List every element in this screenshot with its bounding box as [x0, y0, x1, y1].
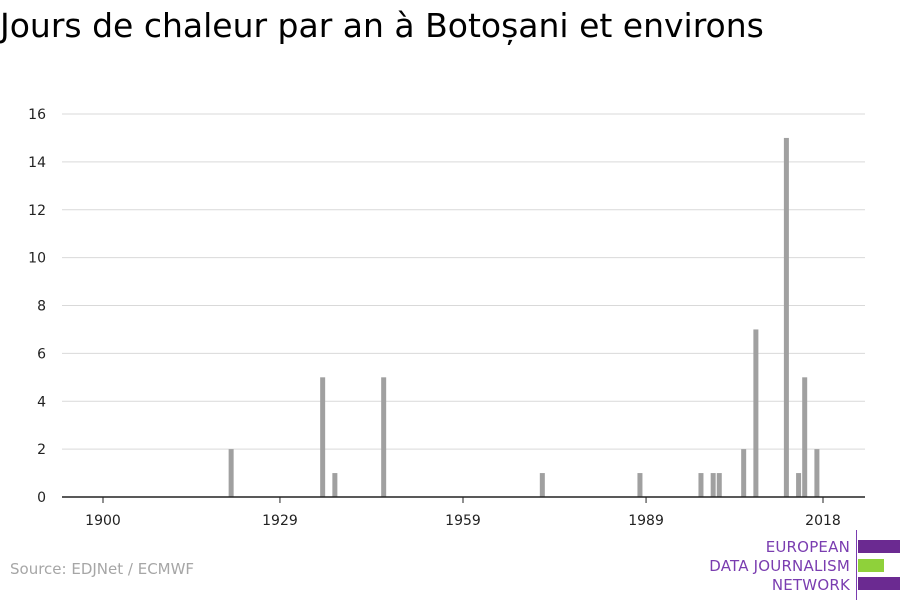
logo-text: EUROPEAN DATA JOURNALISM NETWORK [709, 538, 850, 595]
x-tick-label: 1959 [445, 513, 481, 529]
bar [802, 377, 808, 497]
bar [381, 377, 387, 497]
y-tick-label: 4 [37, 394, 46, 410]
y-tick-label: 8 [37, 299, 46, 315]
y-tick-label: 2 [37, 442, 46, 458]
logo-divider [856, 530, 857, 600]
edjnet-logo: EUROPEAN DATA JOURNALISM NETWORK [690, 530, 900, 600]
bar [716, 473, 722, 497]
x-tick-label: 1900 [85, 513, 121, 529]
bar [332, 473, 338, 497]
bar [753, 329, 759, 497]
bar [539, 473, 545, 497]
logo-green-bar [858, 559, 884, 572]
x-tick-label: 1989 [628, 513, 664, 529]
bar [320, 377, 326, 497]
y-tick-label: 6 [37, 346, 46, 362]
bar [783, 137, 789, 497]
x-tick-label: 2018 [805, 513, 841, 529]
logo-line-3: NETWORK [771, 576, 850, 594]
y-tick-label: 14 [28, 155, 46, 171]
y-tick-label: 0 [37, 490, 46, 506]
y-tick-label: 16 [28, 107, 46, 123]
logo-purple-bar-bottom [858, 577, 900, 590]
bar [796, 473, 802, 497]
logo-purple-bar-top [858, 540, 900, 553]
x-tick-label: 1929 [262, 513, 298, 529]
logo-line-2: DATA JOURNALISM [709, 557, 850, 575]
bar [698, 473, 704, 497]
bar [710, 473, 716, 497]
bar [814, 449, 820, 497]
chart-title: Jours de chaleur par an à Botoșani et en… [0, 6, 764, 45]
y-tick-label: 12 [28, 203, 46, 219]
logo-line-1: EUROPEAN [765, 538, 850, 556]
source-note: Source: EDJNet / ECMWF [10, 560, 195, 578]
bar [741, 449, 747, 497]
y-tick-label: 10 [28, 251, 46, 267]
bar [228, 449, 234, 497]
bar [637, 473, 643, 497]
